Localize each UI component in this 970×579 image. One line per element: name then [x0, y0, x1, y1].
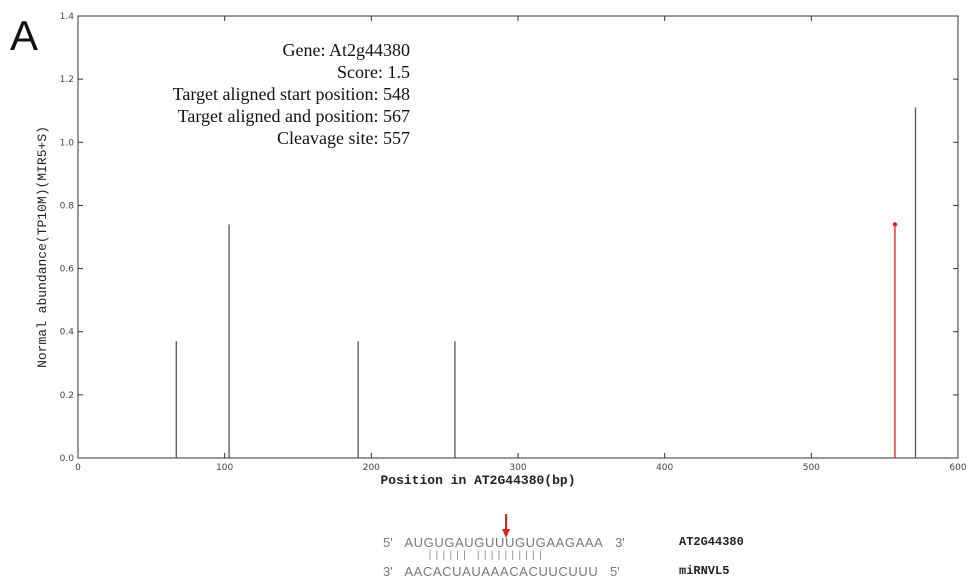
y-tick-label: 0.0: [60, 454, 75, 464]
y-tick-label: 1.4: [60, 12, 75, 22]
base-pairs: |||||| ||||||||||: [427, 551, 545, 562]
chart-labels: 0 100 200 300 400 500 600 0.0 0.2 0.4 0.6 0.8 1.0 1.2…: [35, 12, 967, 488]
x-axis-label: Position in AT2G44380(bp): [380, 473, 575, 488]
panel-letter: A: [10, 12, 39, 59]
chart-axes: [77, 15, 959, 459]
y-tick-label: 0.6: [60, 265, 75, 275]
chart-marks: [175, 107, 917, 458]
x-tick-label: 400: [656, 463, 673, 473]
target-info: Gene: At2g44380 Score: 1.5 Target aligne…: [60, 39, 410, 149]
mirna-sequence: AACACUAUAAACACUUCUUU: [404, 564, 599, 579]
y-tick-label: 0.4: [60, 328, 75, 338]
cleavage-point: [892, 222, 898, 227]
abundance-chart: 0 100 200 300 400 500 600 0.0 0.2 0.4 0.6 0.8 1.0 1.2…: [35, 12, 967, 488]
target-name: AT2G44380: [679, 535, 744, 549]
x-tick-label: 600: [949, 463, 966, 473]
x-tick-label: 300: [509, 463, 526, 473]
target-row: 5' AUGUGAUGUUUGUGAAGAAA 3': [383, 535, 625, 550]
y-tick-label: 1.2: [60, 75, 74, 85]
gene-label: Gene: At2g44380: [282, 40, 411, 60]
target-sequence: AUGUGAUGUUUGUGAAGAAA: [404, 535, 604, 550]
end-position-label: Target aligned and position: 567: [177, 106, 410, 126]
cleavage-site-label: Cleavage site: 557: [277, 128, 410, 148]
x-tick-label: 100: [216, 463, 233, 473]
x-tick-label: 500: [803, 463, 820, 473]
y-tick-label: 1.0: [60, 138, 75, 148]
start-position-label: Target aligned start position: 548: [172, 84, 410, 104]
y-axis-label: Normal abundance(TP10M)(MIR5+S): [35, 126, 50, 368]
mirna-3prime: 3': [383, 564, 393, 579]
mirna-name: miRNVL5: [679, 564, 730, 578]
score-label: Score: 1.5: [337, 62, 410, 82]
x-tick-label: 200: [363, 463, 380, 473]
mirna-5prime: 5': [610, 564, 620, 579]
cleavage-arrow-icon: [502, 514, 510, 538]
target-5prime: 5': [383, 535, 393, 550]
y-tick-label: 0.8: [60, 201, 75, 211]
target-3prime: 3': [615, 535, 625, 550]
x-tick-label: 0: [75, 463, 81, 473]
mirna-row: 3' AACACUAUAAACACUUCUUU 5': [383, 564, 620, 579]
y-tick-label: 0.2: [60, 391, 74, 401]
